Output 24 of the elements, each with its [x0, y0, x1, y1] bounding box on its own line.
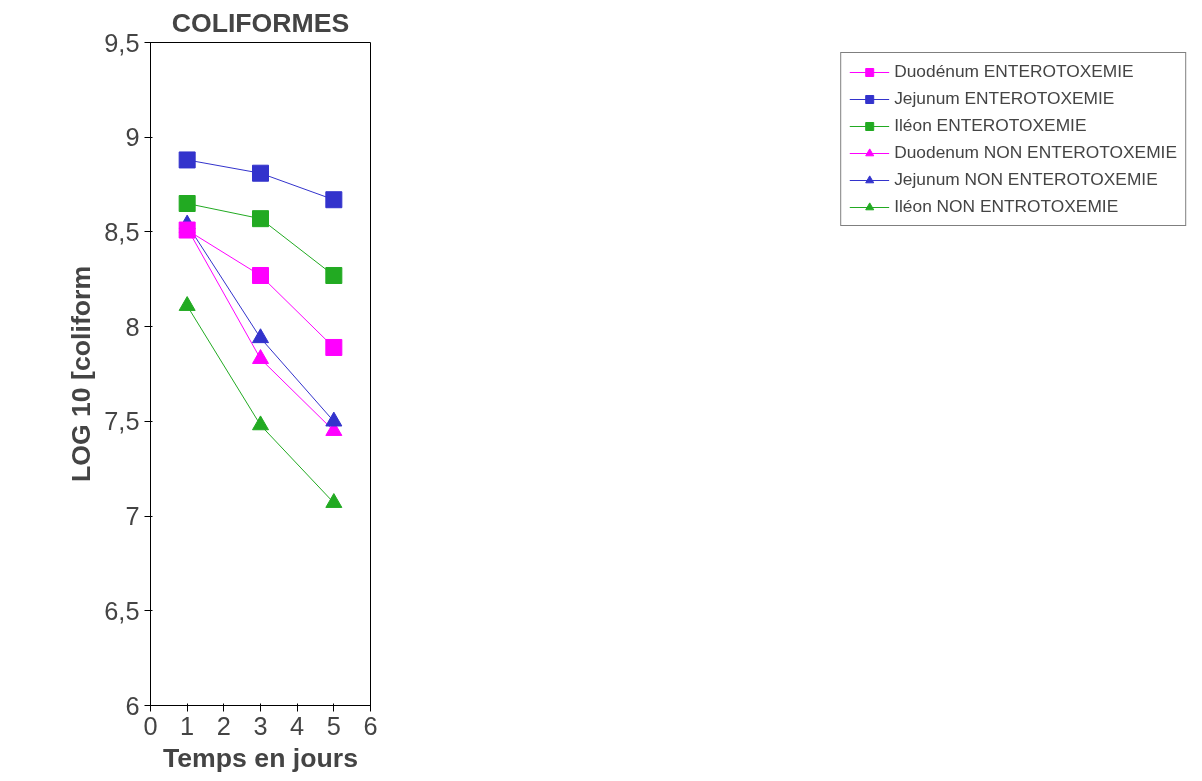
- x-axis-title: Temps en jours: [162, 742, 359, 773]
- x-tick-label: 6: [363, 711, 378, 740]
- y-tick-label: 6,5: [104, 596, 140, 625]
- x-tick-label: 5: [326, 711, 341, 740]
- y-axis-title: LOG 10 [coliform: [66, 265, 97, 483]
- x-tick-label: 0: [143, 711, 158, 740]
- legend-label: Duodénum ENTEROTOXEMIE: [894, 61, 1134, 82]
- chart-title: COLIFORMES: [171, 7, 350, 38]
- y-tick-label: 9: [125, 123, 140, 152]
- legend-label: Jejunum ENTEROTOXEMIE: [894, 88, 1115, 109]
- y-tick-label: 9,5: [104, 28, 140, 57]
- y-tick-label: 8: [125, 312, 140, 341]
- x-tick-label: 4: [290, 711, 305, 740]
- legend-label: Iléon ENTEROTOXEMIE: [894, 115, 1087, 136]
- x-tick-label: 2: [216, 711, 231, 740]
- legend-label: Jejunum NON ENTEROTOXEMIE: [894, 169, 1158, 190]
- legend-label: Iléon NON ENTROTOXEMIE: [894, 196, 1119, 217]
- x-tick-label: 3: [253, 711, 268, 740]
- y-tick-label: 6: [125, 691, 140, 720]
- legend-label: Duodenum NON ENTEROTOXEMIE: [894, 142, 1177, 163]
- x-tick-label: 1: [180, 711, 195, 740]
- y-tick-label: 7: [125, 502, 140, 531]
- y-tick-label: 7,5: [104, 407, 140, 436]
- y-tick-label: 8,5: [104, 217, 140, 246]
